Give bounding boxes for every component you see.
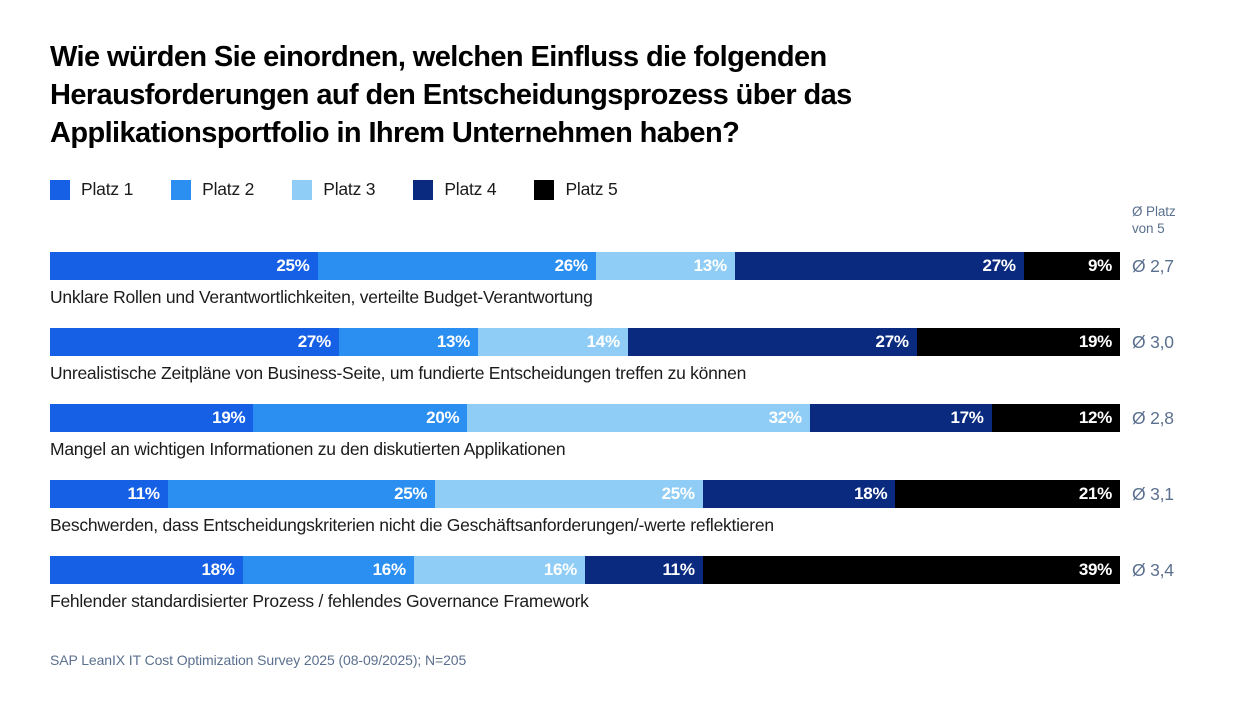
bar-segment-platz-3: 13% [595,252,735,280]
legend-label: Platz 2 [202,179,255,199]
stacked-bar: 25% 26% 13% 27% 9% [50,252,1120,280]
avg-rank-header-line2: von 5 [1132,221,1165,236]
segment-value-label: 17% [950,408,984,427]
bar-line: 25% 26% 13% 27% 9% Ø 2,7 [50,252,1190,280]
segment-value-label: 13% [436,332,470,351]
segment-value-label: 16% [543,560,577,579]
bar-segment-platz-1: 27% [50,328,339,356]
bar-segment-platz-4: 11% [584,556,703,584]
segment-value-label: 25% [276,256,310,275]
segment-value-label: 25% [661,484,695,503]
bar-segment-platz-5: 12% [991,404,1120,432]
segment-value-label: 27% [297,332,331,351]
segment-value-label: 11% [127,484,160,503]
stacked-bar: 18% 16% 16% 11% 39% [50,556,1120,584]
row-label: Beschwerden, dass Entscheidungskriterien… [50,515,774,535]
segment-value-label: 11% [662,560,695,579]
avg-rank-value: Ø 2,8 [1132,407,1174,428]
legend-item: Platz 5 [534,179,618,200]
legend-item: Platz 1 [50,179,133,200]
segment-value-label: 19% [1078,332,1112,351]
bar-segment-platz-4: 27% [627,328,917,356]
bar-segment-platz-5: 21% [895,480,1120,508]
row-label: Unrealistische Zeitpläne von Business-Se… [50,363,747,383]
bar-segment-platz-4: 17% [809,404,992,432]
segment-value-label: 13% [693,256,727,275]
row-label: Fehlender standardisierter Prozess / feh… [50,591,589,611]
legend-item: Platz 3 [292,179,376,200]
segment-value-label: 21% [1078,484,1112,503]
avg-rank-value: Ø 3,1 [1132,483,1174,504]
source-note: SAP LeanIX IT Cost Optimization Survey 2… [50,652,467,668]
avg-rank-value: Ø 2,7 [1132,255,1174,276]
bar-segment-platz-2: 16% [242,556,414,584]
segment-value-label: 27% [982,256,1016,275]
chart-row: 11% 25% 25% 18% 21% Ø 3,1 Beschwerden, dass … [50,480,1190,536]
legend-swatch [413,179,434,200]
bar-segment-platz-3: 16% [413,556,585,584]
bar-segment-platz-5: 9% [1023,252,1120,280]
row-label: Unklare Rollen und Verantwortlichkeiten,… [50,287,593,307]
legend-swatch [292,179,313,200]
avg-rank-value: Ø 3,0 [1132,331,1174,352]
segment-value-label: 25% [394,484,428,503]
legend-item: Platz 4 [413,179,497,200]
bar-line: 19% 20% 32% 17% 12% Ø 2,8 [50,404,1190,432]
segment-value-label: 32% [768,408,802,427]
segment-value-label: 26% [554,256,588,275]
legend-label: Platz 5 [565,179,618,199]
bar-line: 27% 13% 14% 27% 19% Ø 3,0 [50,328,1190,356]
legend-swatch [171,179,192,200]
bar-segment-platz-1: 25% [50,252,318,280]
row-label: Mangel an wichtigen Informationen zu den… [50,439,566,459]
segment-value-label: 19% [212,408,246,427]
segment-value-label: 18% [854,484,888,503]
legend-label: Platz 3 [323,179,376,199]
stacked-bar-chart: 25% 26% 13% 27% 9% Ø 2,7 Unklare Rollen und … [50,252,1190,632]
bar-segment-platz-2: 20% [253,404,468,432]
segment-value-label: 14% [586,332,620,351]
bar-segment-platz-2: 25% [167,480,436,508]
bar-segment-platz-1: 18% [50,556,243,584]
stacked-bar: 11% 25% 25% 18% 21% [50,480,1120,508]
legend-item: Platz 2 [171,179,254,200]
segment-value-label: 27% [875,332,909,351]
legend-label: Platz 1 [81,179,134,199]
bar-segment-platz-3: 14% [477,328,628,356]
bar-segment-platz-3: 25% [435,480,703,508]
segment-value-label: 18% [201,560,235,579]
bar-segment-platz-2: 26% [317,252,596,280]
bar-segment-platz-4: 18% [702,480,896,508]
bar-line: 11% 25% 25% 18% 21% Ø 3,1 [50,480,1190,508]
avg-rank-header: Ø Platz von 5 [1132,203,1176,237]
segment-value-label: 12% [1078,408,1112,427]
bar-line: 18% 16% 16% 11% 39% Ø 3,4 [50,556,1190,584]
stacked-bar: 27% 13% 14% 27% 19% [50,328,1120,356]
bar-segment-platz-1: 19% [50,404,254,432]
segment-value-label: 16% [372,560,406,579]
stacked-bar: 19% 20% 32% 17% 12% [50,404,1120,432]
segment-value-label: 20% [426,408,460,427]
legend-swatch [534,179,555,200]
bar-segment-platz-3: 32% [467,404,810,432]
legend-label: Platz 4 [444,179,497,199]
avg-rank-value: Ø 3,4 [1132,559,1174,580]
chart-row: 25% 26% 13% 27% 9% Ø 2,7 Unklare Rollen und … [50,252,1190,308]
bar-segment-platz-4: 27% [734,252,1024,280]
avg-rank-header-line1: Ø Platz [1132,204,1176,219]
legend-swatch [50,179,70,200]
chart-row: 19% 20% 32% 17% 12% Ø 2,8 Mangel an wichtige… [50,404,1190,460]
segment-value-label: 9% [1087,256,1112,275]
chart-row: 18% 16% 16% 11% 39% Ø 3,4 Fehlender standard… [50,556,1190,612]
bar-segment-platz-1: 11% [50,480,168,508]
chart-title: Wie würden Sie einordnen, welchen Einflu… [50,41,852,149]
segment-value-label: 39% [1078,560,1112,579]
legend: Platz 1 Platz 2 Platz 3 Platz 4 Platz 5 [50,179,618,200]
bar-segment-platz-5: 19% [916,328,1120,356]
chart-row: 27% 13% 14% 27% 19% Ø 3,0 Unrealistische Zei… [50,328,1190,384]
bar-segment-platz-2: 13% [338,328,478,356]
bar-segment-platz-5: 39% [702,556,1120,584]
